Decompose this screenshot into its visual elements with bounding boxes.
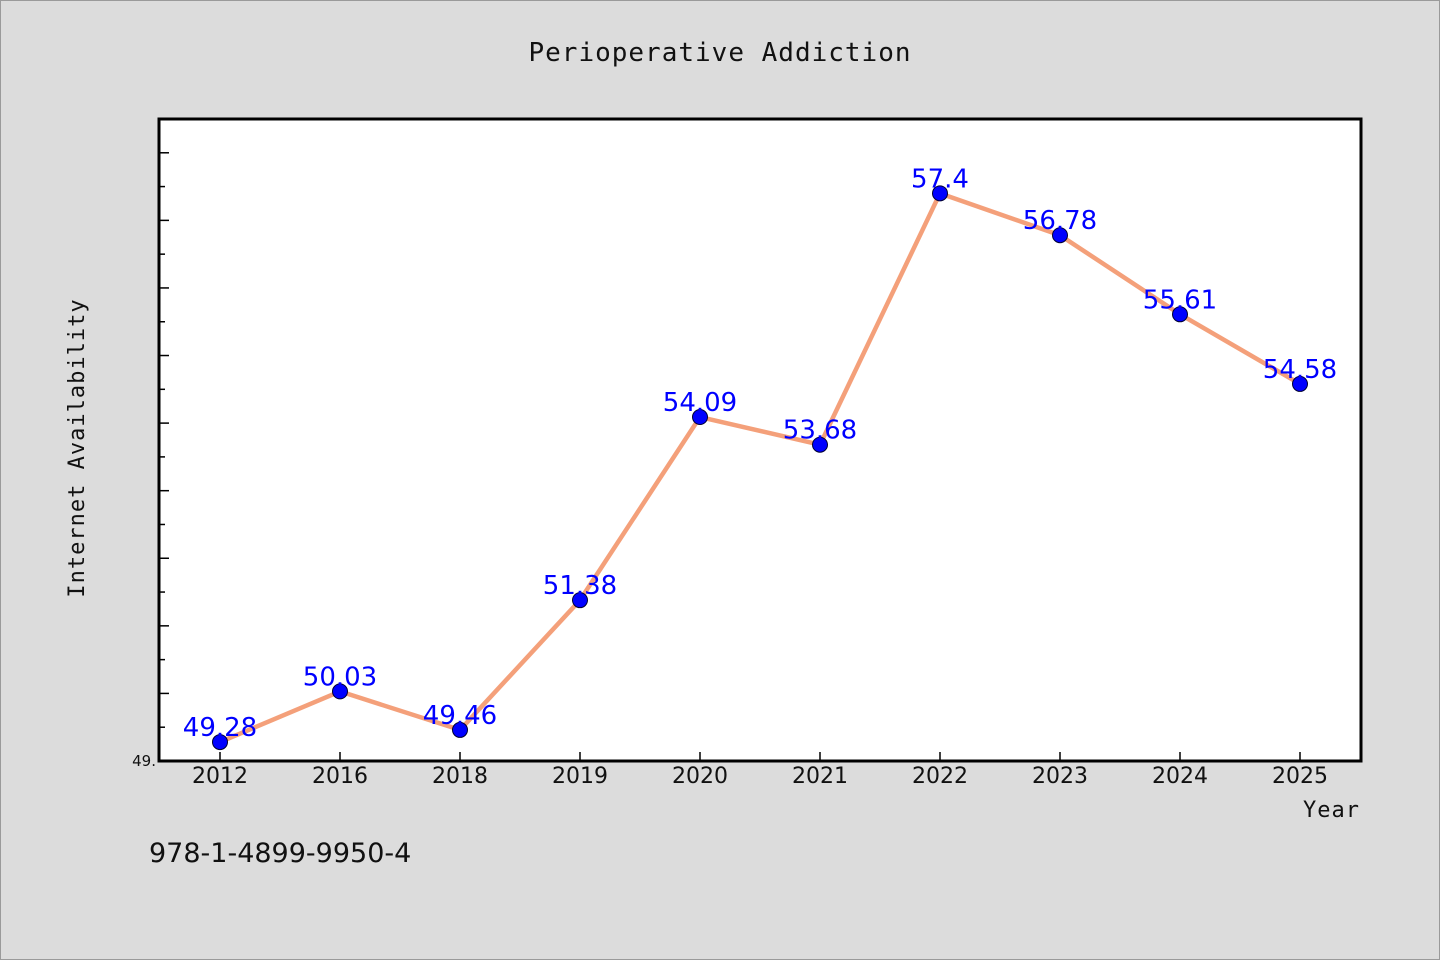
data-point [212, 734, 228, 751]
y-axis-min-label: 49. [132, 752, 156, 770]
data-point [1052, 227, 1068, 244]
y-axis-label: Internet Availability [65, 298, 90, 597]
data-point [812, 436, 828, 453]
data-label: 49.28 [183, 713, 257, 743]
x-tick-label: 2019 [552, 764, 608, 789]
x-tick-label: 2020 [672, 764, 728, 789]
x-tick-label: 2023 [1032, 764, 1088, 789]
series-line [219, 191, 1302, 745]
data-label: 49.46 [423, 701, 497, 731]
data-point [572, 592, 588, 609]
data-label: 51.38 [543, 571, 617, 601]
data-label: 54.58 [1263, 355, 1337, 385]
isbn-footer: 978-1-4899-9950-4 [149, 838, 411, 869]
data-label: 57.4 [911, 164, 969, 194]
x-tick-label: 2016 [312, 764, 368, 789]
x-tick-label: 2022 [912, 764, 968, 789]
data-label: 56.78 [1023, 206, 1097, 236]
plot-area [157, 117, 1363, 763]
x-tick-label: 2018 [432, 764, 488, 789]
x-axis-label: Year [1303, 798, 1360, 823]
data-point [1172, 306, 1188, 323]
chart-title: Perioperative Addiction [528, 38, 911, 68]
x-axis-ticks [219, 752, 1301, 761]
data-label: 50.03 [303, 662, 377, 692]
x-tick-label: 2025 [1272, 764, 1328, 789]
series-temperature: 49.28 50.03 49.46 51.38 54.09 53.68 57.4 56.78 5… [183, 164, 1337, 751]
data-label: 53.68 [783, 416, 857, 446]
data-point [932, 185, 948, 202]
data-label: 55.61 [1143, 285, 1217, 315]
data-point [692, 409, 708, 426]
x-axis-tick-labels: 2012 2016 2018 2019 2020 2021 2022 2023 2024 2025 [192, 764, 1328, 789]
x-tick-label: 2021 [792, 764, 848, 789]
y-axis-ticks [159, 118, 169, 762]
x-tick-label: 2012 [192, 764, 248, 789]
data-point [452, 721, 468, 738]
data-point [332, 683, 348, 700]
data-label: 54.09 [663, 388, 737, 418]
data-point [1292, 375, 1308, 392]
x-tick-label: 2024 [1152, 764, 1208, 789]
